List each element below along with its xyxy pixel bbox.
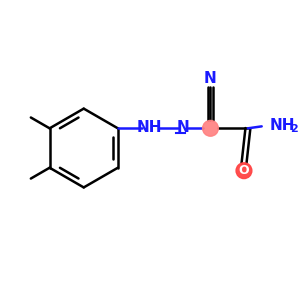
Text: NH: NH bbox=[270, 118, 295, 133]
Circle shape bbox=[236, 163, 252, 178]
Text: N: N bbox=[204, 70, 217, 86]
Circle shape bbox=[202, 120, 218, 136]
Text: N: N bbox=[176, 120, 189, 135]
Text: O: O bbox=[239, 164, 249, 177]
Text: NH: NH bbox=[136, 120, 162, 135]
Text: 2: 2 bbox=[290, 124, 298, 134]
